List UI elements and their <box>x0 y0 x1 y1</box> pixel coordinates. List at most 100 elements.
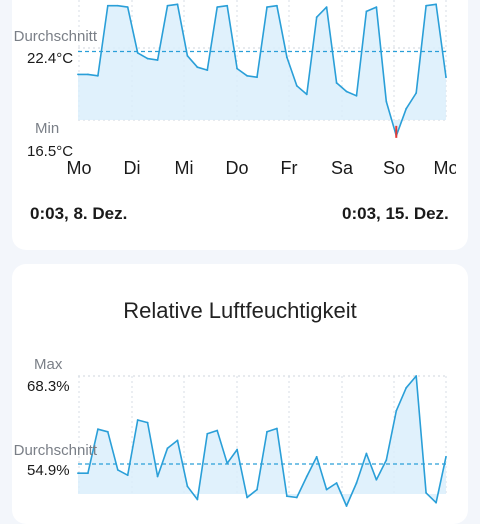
data-point-33 <box>405 386 408 389</box>
data-point-0 <box>77 472 79 475</box>
data-point-3 <box>106 430 109 433</box>
data-point-37 <box>445 455 447 458</box>
hum-max-label: Max <box>34 356 63 373</box>
data-point-36 <box>435 3 437 6</box>
data-point-9 <box>166 447 169 450</box>
data-point-13 <box>206 69 209 71</box>
data-point-7 <box>146 421 149 424</box>
data-point-30 <box>375 6 378 9</box>
temp-average-value: 22.4°C <box>27 50 74 67</box>
humidity-title: Relative Luftfeuchtigkeit <box>123 298 357 323</box>
data-point-19 <box>266 6 268 9</box>
humidity-chart <box>77 375 447 507</box>
data-point-31 <box>385 459 388 461</box>
data-point-1 <box>87 73 89 76</box>
x-label-mo: Mo <box>66 158 92 178</box>
data-point-6 <box>136 52 139 54</box>
data-point-9 <box>166 4 169 7</box>
data-point-33 <box>405 107 408 110</box>
data-point-28 <box>355 94 358 97</box>
data-point-36 <box>435 501 437 504</box>
data-point-21 <box>285 56 288 59</box>
data-point-6 <box>136 419 139 421</box>
data-point-0 <box>77 73 79 76</box>
x-label-di: Di <box>123 158 141 178</box>
data-point-15 <box>226 4 229 7</box>
data-point-20 <box>276 4 278 7</box>
data-point-4 <box>116 469 119 471</box>
range-start: 0:03, 8. Dez. <box>30 204 128 223</box>
data-point-12 <box>196 498 199 501</box>
data-point-34 <box>415 375 418 377</box>
data-point-28 <box>355 482 358 484</box>
data-point-12 <box>196 66 199 69</box>
temp-min-label: Min <box>35 120 60 137</box>
data-point-24 <box>315 455 318 458</box>
data-point-22 <box>295 84 298 87</box>
x-label-do: Do <box>225 158 249 178</box>
hum-max-value: 68.3% <box>27 378 70 395</box>
series-line <box>78 375 447 507</box>
data-point-26 <box>335 82 338 84</box>
data-point-23 <box>305 475 308 478</box>
data-point-27 <box>345 505 348 507</box>
data-point-18 <box>256 76 258 79</box>
data-point-17 <box>246 496 248 499</box>
data-point-5 <box>126 474 129 477</box>
data-point-27 <box>345 90 348 93</box>
data-point-16 <box>236 67 239 70</box>
data-point-8 <box>156 475 159 478</box>
hum-average-label: Durchschnitt <box>13 442 97 459</box>
data-point-25 <box>325 488 328 491</box>
data-point-1 <box>87 472 89 475</box>
x-label-so: So <box>382 158 406 178</box>
temp-average-label: Durchschnitt <box>13 28 97 45</box>
data-point-21 <box>285 495 288 498</box>
data-point-10 <box>176 439 179 442</box>
data-point-18 <box>256 488 258 491</box>
series-area-fill <box>78 4 446 136</box>
data-point-19 <box>266 430 268 433</box>
data-point-35 <box>425 4 428 7</box>
data-point-35 <box>425 491 428 494</box>
data-point-2 <box>96 428 99 431</box>
temperature-card: Durchschnitt 22.4°C Min 16.5°C Mo Di Mi … <box>12 0 468 250</box>
data-point-24 <box>315 16 318 19</box>
data-point-25 <box>325 6 328 9</box>
x-label-mo-next: Mo <box>433 158 456 178</box>
x-label-sa: Sa <box>330 158 354 178</box>
data-point-22 <box>295 496 298 499</box>
range-end: 0:03, 15. Dez. <box>342 204 449 223</box>
hum-average-value: 54.9% <box>27 462 70 479</box>
data-point-26 <box>335 482 338 484</box>
data-point-11 <box>186 54 189 57</box>
data-point-23 <box>305 93 308 96</box>
data-point-11 <box>186 485 189 488</box>
data-point-29 <box>365 10 368 13</box>
series-line <box>78 3 447 137</box>
data-point-10 <box>176 3 179 6</box>
data-point-2 <box>96 74 99 77</box>
data-point-16 <box>236 448 239 451</box>
data-point-32 <box>395 409 398 412</box>
data-point-29 <box>365 452 368 455</box>
data-point-20 <box>276 427 278 430</box>
data-point-14 <box>216 6 219 9</box>
data-point-4 <box>116 4 119 7</box>
data-point-17 <box>246 74 248 77</box>
data-point-37 <box>445 76 447 79</box>
data-point-5 <box>126 6 129 9</box>
x-label-fr: Fr <box>280 158 298 178</box>
data-point-14 <box>216 429 219 432</box>
series-area-fill <box>78 376 446 506</box>
data-point-8 <box>156 59 159 61</box>
temperature-chart <box>77 0 447 138</box>
data-point-7 <box>146 57 149 60</box>
data-point-31 <box>385 100 388 103</box>
x-label-mi: Mi <box>174 158 194 178</box>
data-point-3 <box>106 4 109 7</box>
data-point-34 <box>415 92 418 94</box>
temp-min-value: 16.5°C <box>27 143 74 160</box>
humidity-card: Relative Luftfeuchtigkeit Max 68.3% Durc… <box>12 264 468 524</box>
data-point-13 <box>206 432 209 435</box>
